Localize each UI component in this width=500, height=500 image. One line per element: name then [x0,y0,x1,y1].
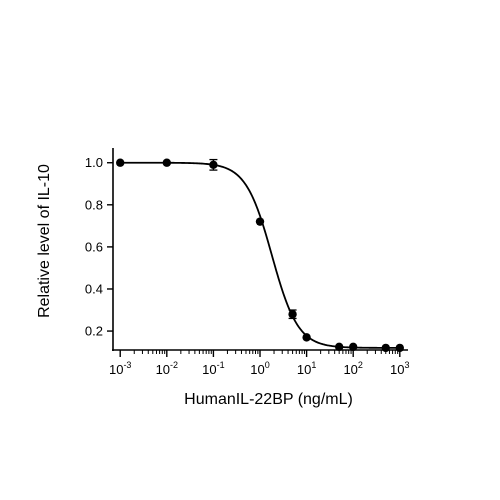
x-tick-label: 101 [297,360,316,377]
y-tick-label: 0.2 [85,324,103,339]
x-tick-base: 10 [202,362,216,377]
x-tick-exponent: 3 [405,360,410,370]
y-tick-label: 0.4 [85,281,103,296]
data-point [302,333,311,342]
axes [112,148,408,351]
y-tick-label: 0.6 [85,239,103,254]
data-point [209,160,218,170]
x-tick-label: 102 [343,360,362,377]
x-tick-exponent: 0 [265,360,270,370]
y-ticks: 0.2 0.4 0.6 0.8 1.0 [85,155,113,339]
x-axis-title: HumanIL-22BP (ng/mL) [184,391,353,408]
x-tick-exponent: 2 [358,360,363,370]
data-point [288,310,297,319]
x-tick-label: 10-1 [202,360,224,377]
data-point [395,343,404,353]
x-tick-exponent: -1 [217,360,225,370]
data-points [116,158,404,353]
data-point [116,158,125,167]
y-axis-title: Relative level of IL-10 [36,164,53,318]
x-tick-exponent: -3 [123,360,131,370]
x-tick-base: 10 [390,362,404,377]
y-tick-label: 1.0 [85,155,103,170]
data-point [162,158,172,167]
x-tick-base: 10 [343,362,357,377]
data-point [381,343,390,353]
data-point [334,342,344,352]
x-tick-base: 10 [297,362,311,377]
fit-curve [120,161,400,349]
x-tick-label: 100 [250,360,269,377]
x-tick-label: 10-3 [109,360,131,377]
x-tick-exponent: -2 [170,360,178,370]
x-tick-base: 10 [109,362,123,377]
x-tick-base: 10 [250,362,264,377]
x-tick-label: 10-2 [156,360,178,377]
x-ticks: 10-3 10-2 10-1 100 101 102 103 [109,350,410,377]
x-tick-base: 10 [156,362,170,377]
x-tick-label: 103 [390,360,409,377]
x-tick-exponent: 1 [311,360,316,370]
data-point [255,217,265,226]
data-point [348,342,358,352]
y-tick-label: 0.8 [85,197,103,212]
